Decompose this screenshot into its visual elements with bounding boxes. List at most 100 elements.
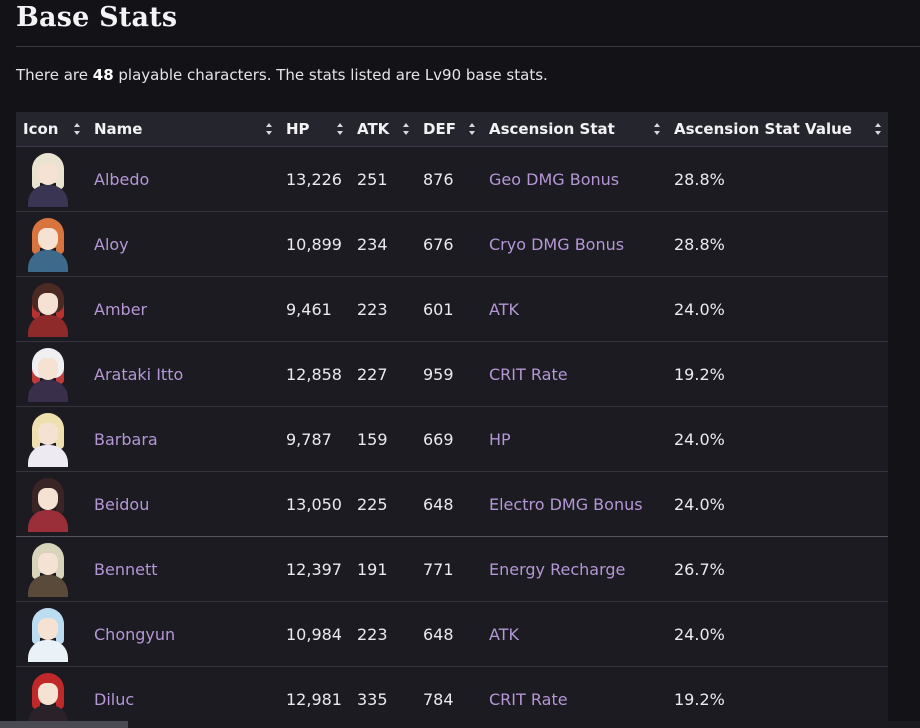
ascension-value-cell: 26.7% <box>667 536 888 602</box>
def-cell: 648 <box>416 601 482 667</box>
face-shape <box>38 163 58 185</box>
title-divider <box>16 46 920 47</box>
column-header-ascension-stat[interactable]: Ascension Stat <box>482 112 667 147</box>
name-cell: Arataki Itto <box>87 341 279 407</box>
column-header-ascension-stat-value[interactable]: Ascension Stat Value <box>667 112 888 147</box>
character-portrait-icon[interactable] <box>23 151 73 207</box>
column-header-atk[interactable]: ATK <box>350 112 416 147</box>
character-name-link[interactable]: Barbara <box>94 429 158 449</box>
name-cell: Amber <box>87 276 279 342</box>
hp-cell: 10,984 <box>279 601 350 667</box>
sort-icon <box>403 123 410 135</box>
hp-cell: 12,858 <box>279 341 350 407</box>
character-name-link[interactable]: Arataki Itto <box>94 364 184 384</box>
character-name-link[interactable]: Bennett <box>94 559 158 579</box>
icon-cell <box>16 536 87 602</box>
ascension-stat-link[interactable]: CRIT Rate <box>489 689 568 709</box>
base-stats-table: Icon Name HP ATK DEF Ascension Stat Asce… <box>16 112 888 728</box>
outfit-shape <box>28 445 68 467</box>
ascension-stat-cell: CRIT Rate <box>482 666 667 728</box>
character-name-link[interactable]: Albedo <box>94 169 150 189</box>
ascension-stat-link[interactable]: Electro DMG Bonus <box>489 494 643 514</box>
column-header-label: ATK <box>357 120 390 138</box>
column-header-icon[interactable]: Icon <box>16 112 87 147</box>
atk-cell: 191 <box>350 536 416 602</box>
ascension-stat-link[interactable]: Geo DMG Bonus <box>489 169 620 189</box>
icon-cell <box>16 471 87 537</box>
outfit-shape <box>28 510 68 532</box>
atk-cell: 234 <box>350 211 416 277</box>
name-cell: Albedo <box>87 146 279 212</box>
column-header-def[interactable]: DEF <box>416 112 482 147</box>
scrollbar-thumb[interactable] <box>0 721 128 728</box>
intro-text: There are 48 playable characters. The st… <box>16 66 548 84</box>
icon-cell <box>16 601 87 667</box>
atk-cell: 159 <box>350 406 416 472</box>
ascension-value-cell: 24.0% <box>667 406 888 472</box>
character-name-link[interactable]: Aloy <box>94 234 129 254</box>
table-header-row: Icon Name HP ATK DEF Ascension Stat Asce… <box>16 112 888 147</box>
ascension-stat-cell: CRIT Rate <box>482 341 667 407</box>
face-shape <box>38 683 58 705</box>
horizontal-scrollbar[interactable] <box>0 721 920 728</box>
sort-icon <box>337 123 344 135</box>
ascension-stat-link[interactable]: CRIT Rate <box>489 364 568 384</box>
face-shape <box>38 423 58 445</box>
name-cell: Chongyun <box>87 601 279 667</box>
column-header-label: Name <box>94 120 143 138</box>
table-row: Barbara 9,787 159 669 HP 24.0% <box>16 406 888 472</box>
ascension-value-cell: 19.2% <box>667 341 888 407</box>
atk-cell: 335 <box>350 666 416 728</box>
hp-cell: 12,397 <box>279 536 350 602</box>
table-row: Aloy 10,899 234 676 Cryo DMG Bonus 28.8% <box>16 211 888 277</box>
icon-cell <box>16 406 87 472</box>
ascension-value-cell: 19.2% <box>667 666 888 728</box>
atk-cell: 223 <box>350 276 416 342</box>
ascension-value-cell: 24.0% <box>667 276 888 342</box>
face-shape <box>38 488 58 510</box>
ascension-stat-cell: Cryo DMG Bonus <box>482 211 667 277</box>
icon-cell <box>16 276 87 342</box>
character-portrait-icon[interactable] <box>23 216 73 272</box>
def-cell: 876 <box>416 146 482 212</box>
ascension-stat-link[interactable]: HP <box>489 429 511 449</box>
character-name-link[interactable]: Chongyun <box>94 624 176 644</box>
ascension-stat-cell: Geo DMG Bonus <box>482 146 667 212</box>
def-cell: 959 <box>416 341 482 407</box>
face-shape <box>38 618 58 640</box>
atk-cell: 225 <box>350 471 416 537</box>
column-header-hp[interactable]: HP <box>279 112 350 147</box>
section-title: Base Stats <box>16 2 178 33</box>
outfit-shape <box>28 640 68 662</box>
table-body: Albedo 13,226 251 876 Geo DMG Bonus 28.8% Aloy… <box>16 146 888 728</box>
ascension-stat-cell: Electro DMG Bonus <box>482 471 667 537</box>
character-portrait-icon[interactable] <box>23 606 73 662</box>
hp-cell: 9,461 <box>279 276 350 342</box>
outfit-shape <box>28 250 68 272</box>
character-count: 48 <box>92 66 114 84</box>
character-portrait-icon[interactable] <box>23 346 73 402</box>
column-header-label: HP <box>286 120 310 138</box>
ascension-stat-link[interactable]: ATK <box>489 624 519 644</box>
character-name-link[interactable]: Beidou <box>94 494 150 514</box>
column-header-name[interactable]: Name <box>87 112 279 147</box>
ascension-stat-cell: ATK <box>482 601 667 667</box>
character-portrait-icon[interactable] <box>23 411 73 467</box>
character-name-link[interactable]: Amber <box>94 299 148 319</box>
character-portrait-icon[interactable] <box>23 476 73 532</box>
sort-icon <box>469 123 476 135</box>
character-portrait-icon[interactable] <box>23 541 73 597</box>
ascension-stat-link[interactable]: Energy Recharge <box>489 559 626 579</box>
ascension-stat-link[interactable]: ATK <box>489 299 519 319</box>
def-cell: 676 <box>416 211 482 277</box>
icon-cell <box>16 666 87 728</box>
hp-cell: 13,226 <box>279 146 350 212</box>
character-portrait-icon[interactable] <box>23 671 73 727</box>
ascension-value-cell: 28.8% <box>667 146 888 212</box>
ascension-stat-cell: Energy Recharge <box>482 536 667 602</box>
ascension-value-cell: 24.0% <box>667 471 888 537</box>
table-row: Albedo 13,226 251 876 Geo DMG Bonus 28.8% <box>16 146 888 212</box>
character-name-link[interactable]: Diluc <box>94 689 135 709</box>
character-portrait-icon[interactable] <box>23 281 73 337</box>
ascension-stat-link[interactable]: Cryo DMG Bonus <box>489 234 625 254</box>
